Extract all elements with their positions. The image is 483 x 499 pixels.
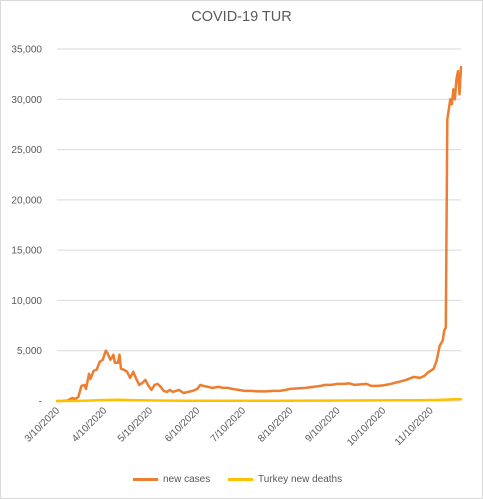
chart-title: COVID-19 TUR — [191, 9, 292, 25]
y-tick-label: 10,000 — [11, 296, 42, 307]
x-axis-ticks: 3/10/2020 4/10/2020 5/10/2020 6/10/2020 7/10… — [23, 405, 436, 448]
y-tick-label: - — [39, 397, 42, 408]
x-tick-label: 11/10/2020 — [393, 405, 436, 448]
x-tick-label: 6/10/2020 — [163, 405, 203, 445]
series-line-turkey-new-deaths — [55, 397, 463, 403]
legend-item-turkey-new-deaths: Turkey new deaths — [228, 474, 342, 485]
gridlines — [57, 48, 461, 402]
x-tick-label: 8/10/2020 — [256, 405, 296, 445]
x-tick-label: 9/10/2020 — [303, 405, 343, 445]
series-lines — [55, 65, 463, 403]
legend-item-new-cases: new cases — [133, 474, 210, 485]
series-line-new-cases — [55, 65, 463, 403]
y-tick-label: 25,000 — [11, 145, 42, 156]
y-tick-label: 30,000 — [11, 95, 42, 106]
y-tick-label: 20,000 — [11, 195, 42, 206]
x-tick-label: 5/10/2020 — [116, 405, 156, 445]
legend-swatch-new-cases — [133, 478, 158, 481]
legend: new cases Turkey new deaths — [0, 474, 483, 488]
x-tick-label: 7/10/2020 — [209, 405, 249, 445]
y-axis-ticks: - 5,000 10,000 15,000 20,000 25,000 30,000 35,0… — [11, 45, 42, 408]
y-tick-label: 5,000 — [17, 346, 42, 357]
legend-label-turkey-new-deaths: Turkey new deaths — [258, 474, 343, 485]
legend-swatch-turkey-new-deaths — [228, 478, 253, 481]
x-tick-label: 10/10/2020 — [345, 405, 388, 448]
y-tick-label: 15,000 — [11, 246, 42, 257]
x-tick-label: 4/10/2020 — [70, 405, 110, 445]
x-tick-label: 3/10/2020 — [23, 405, 63, 445]
legend-label-new-cases: new cases — [163, 474, 211, 485]
y-tick-label: 35,000 — [11, 45, 42, 56]
